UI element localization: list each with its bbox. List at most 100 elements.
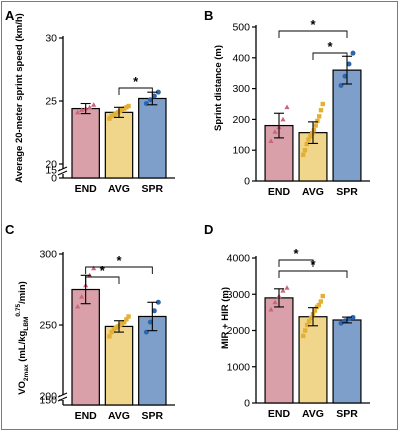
data-point-d-spr (338, 320, 344, 326)
y-tick-label-d: 4000 (227, 253, 251, 265)
data-point-d-spr (342, 318, 348, 324)
data-point-a-spr (155, 89, 161, 95)
data-point-c-spr (151, 308, 157, 314)
data-point-d-avg (308, 315, 314, 321)
data-point-b-end (280, 116, 286, 122)
data-point-b-avg (320, 101, 325, 107)
significance-bracket-c (85, 276, 120, 284)
ylabel-c-end: /min) (17, 281, 28, 304)
significance-star-d: * (293, 246, 299, 261)
axis-break-mark-c (57, 396, 68, 402)
y-tick-label-a: 15 (45, 165, 57, 177)
data-point-d-avg (316, 302, 322, 308)
ylabel-c-sup: 0.75 (15, 304, 22, 317)
data-point-c-end (75, 303, 81, 309)
significance-star-d: * (310, 257, 316, 272)
data-point-b-avg (306, 137, 311, 142)
x-label-c-end: END (75, 410, 98, 422)
data-point-b-end (272, 129, 278, 134)
y-tick-label-b: 0 (244, 176, 250, 188)
significance-star-c: * (116, 253, 122, 268)
y-tick-label-a: 25 (45, 96, 57, 108)
data-point-a-end (79, 107, 85, 112)
significance-bracket-a (118, 87, 153, 95)
data-point-b-avg (315, 118, 320, 124)
axis-break-gap-a (60, 169, 66, 174)
data-point-b-avg (304, 141, 309, 147)
data-point-c-spr (155, 299, 161, 305)
data-point-b-avg (308, 134, 313, 139)
data-point-b-end (268, 138, 274, 143)
data-point-b-end (284, 104, 290, 110)
y-tick-label-d: 0 (244, 398, 250, 410)
x-label-b-avg: AVG (302, 186, 324, 198)
x-label-c-avg: AVG (108, 410, 130, 422)
y-tick-label-c: 150 (39, 395, 57, 407)
data-point-a-avg (126, 103, 131, 109)
data-point-c-spr (147, 319, 153, 325)
significance-bracket-c (85, 266, 153, 274)
data-point-a-end (75, 109, 81, 115)
bar-b-spr (332, 69, 362, 182)
data-point-c-avg (122, 319, 127, 325)
ylabel-c-mid: (mL/kg (17, 330, 28, 364)
x-label-a-avg: AVG (108, 183, 130, 195)
data-point-c-end (79, 294, 85, 299)
data-point-d-avg (301, 333, 306, 339)
ylabel-c-sub1: 2max (23, 364, 30, 381)
y-tick-label-b: 500 (232, 22, 250, 34)
bar-a-spr (138, 97, 167, 179)
data-point-a-avg (107, 116, 112, 121)
bar-c-spr (138, 315, 167, 406)
data-point-c-avg (124, 317, 129, 322)
significance-star-b: * (327, 39, 333, 54)
y-tick-label-c: 200 (39, 391, 57, 403)
significance-bracket-d (278, 259, 314, 267)
data-point-d-avg (320, 293, 325, 299)
data-point-b-avg (313, 123, 318, 128)
y-tick-label-a: 0 (51, 173, 57, 185)
y-tick-label-d: 2000 (227, 325, 251, 337)
data-point-a-spr (151, 93, 157, 99)
bar-a-end (71, 107, 100, 179)
axis-break-mark-a (57, 170, 68, 176)
data-point-d-avg (312, 308, 318, 313)
significance-star-c: * (100, 263, 106, 278)
data-point-b-avg (302, 148, 308, 153)
panel-label-a: A (5, 8, 15, 23)
x-label-b-end: END (268, 186, 291, 198)
data-point-c-avg (109, 329, 114, 335)
axis-break-mark-a (57, 166, 68, 172)
y-tick-label-c: 250 (39, 320, 57, 332)
data-point-a-end (91, 102, 97, 107)
x-label-d-end: END (268, 408, 291, 420)
data-point-b-avg (318, 107, 324, 113)
x-label-a-spr: SPR (142, 183, 164, 195)
bar-c-end (71, 288, 100, 406)
significance-bracket-b (278, 30, 348, 38)
data-point-b-avg (309, 131, 315, 136)
chart-panel-d: 0 1000 2000 3000 4000 END AVG SPR * * (227, 246, 370, 420)
chart-panel-b: 0 100 200 300 400 500 END AVG SPR * * (232, 17, 370, 198)
significance-bracket-b (312, 52, 348, 60)
x-label-a-end: END (75, 183, 98, 195)
axis-break-gap-c (60, 395, 66, 400)
x-label-d-avg: AVG (302, 408, 324, 420)
data-point-d-end (280, 288, 286, 293)
ylabel-a: Average 20-meter sprint speed (km/h) (14, 13, 25, 183)
y-tick-label-a: 20 (45, 159, 57, 171)
y-tick-label-b: 200 (232, 114, 250, 126)
x-label-d-spr: SPR (336, 408, 358, 420)
data-point-d-avg (304, 322, 310, 328)
data-point-d-spr (350, 314, 356, 320)
axis-break-mark-c (57, 392, 68, 398)
data-point-d-avg (302, 328, 308, 333)
y-tick-label-c: 300 (39, 249, 57, 261)
data-point-d-spr (346, 316, 352, 322)
data-point-a-spr (147, 97, 153, 103)
data-point-c-avg (126, 314, 131, 319)
significance-bracket-d (278, 270, 348, 278)
bar-a-avg (104, 111, 134, 179)
